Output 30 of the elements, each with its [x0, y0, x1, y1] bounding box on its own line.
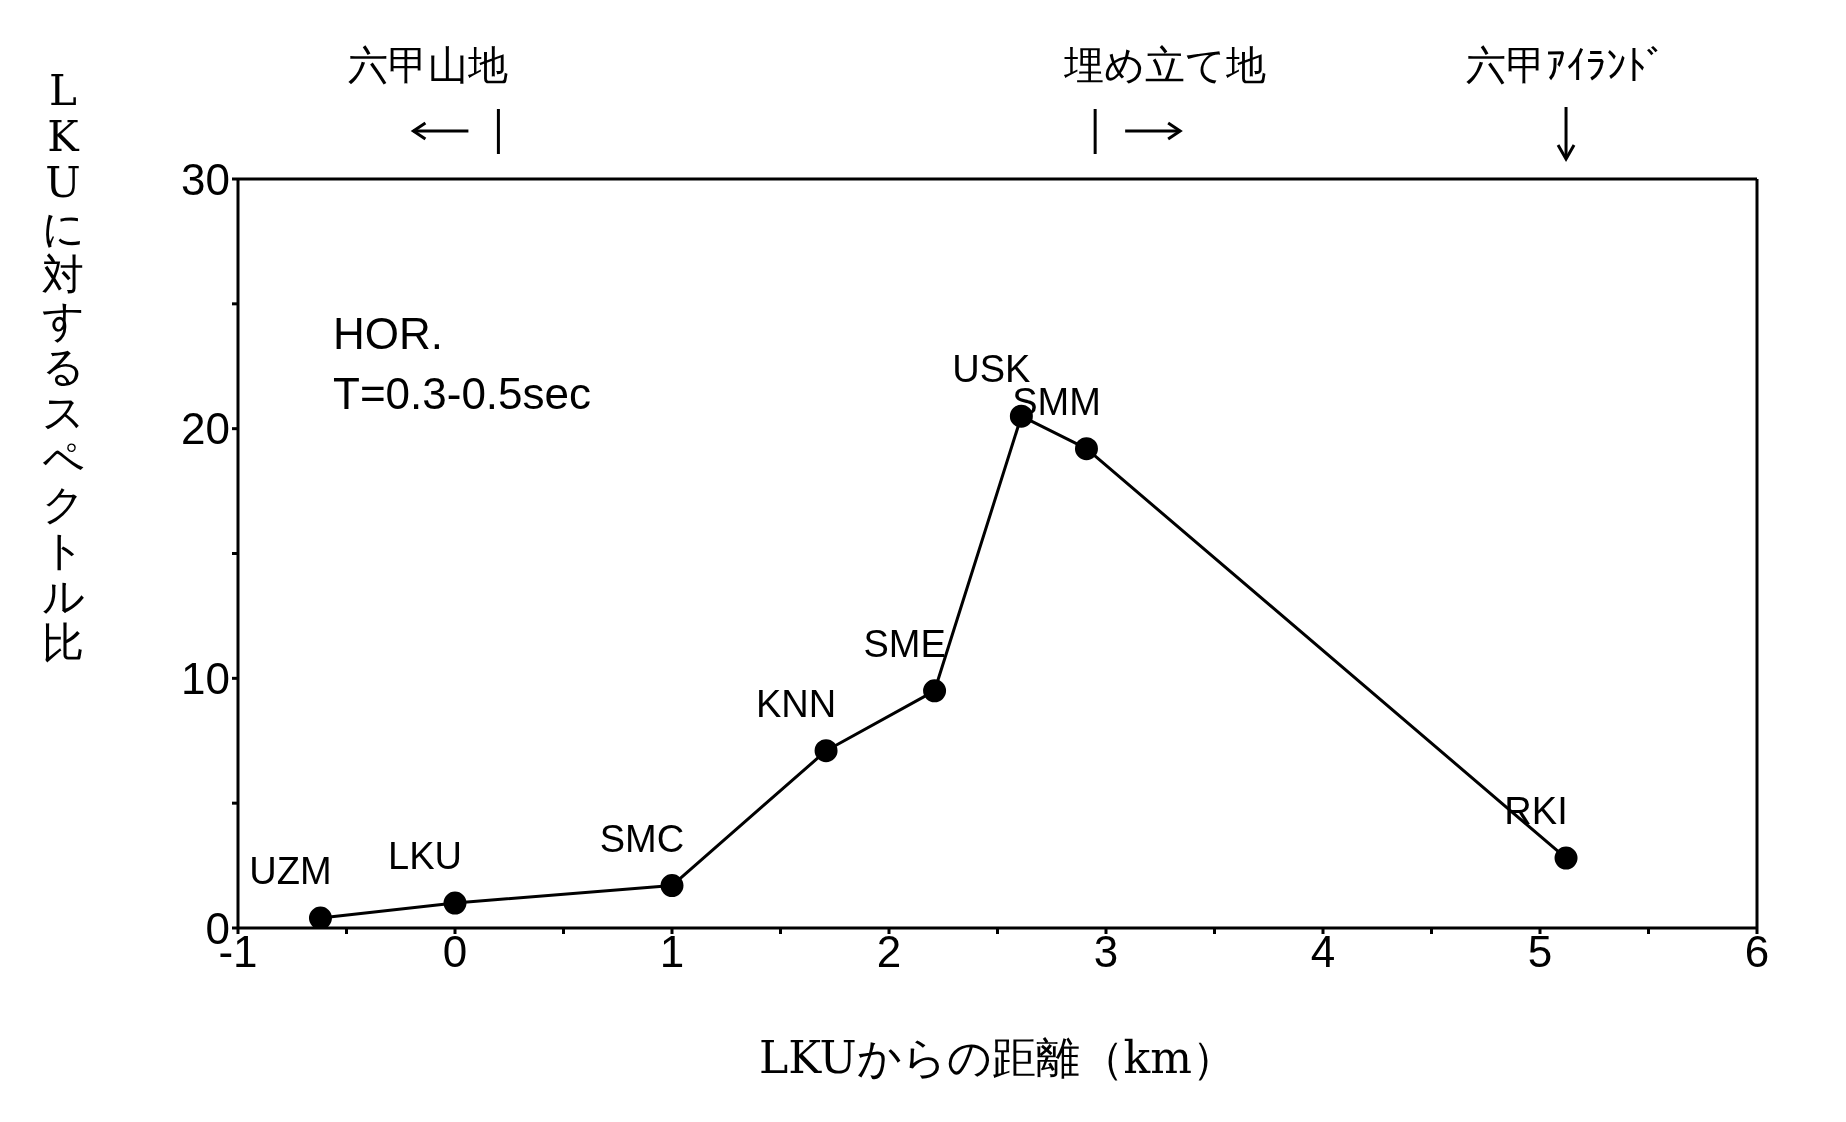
annotation: SMC	[599, 817, 685, 860]
x-tick-label: 0	[442, 927, 468, 977]
point	[308, 906, 332, 928]
point	[1074, 437, 1098, 461]
x-tick-label: 1	[659, 927, 685, 977]
y-tick-label: 30	[181, 154, 230, 204]
text: 六甲ｱｲﾗﾝﾄﾞ	[1466, 43, 1667, 87]
point	[923, 679, 947, 703]
annotation: LKU	[388, 835, 462, 878]
annotation: T=0.3-0.5sec	[333, 369, 592, 418]
annotation: SME	[863, 622, 946, 665]
y-tick-label: 10	[181, 653, 230, 703]
text: 埋め立て地	[1063, 43, 1267, 87]
x-tick-label: 4	[1310, 927, 1336, 977]
point	[660, 874, 684, 898]
point	[814, 739, 838, 763]
x-tick-label: 5	[1527, 927, 1553, 977]
text: 六甲山地	[348, 43, 509, 87]
x-tick-label: 6	[1744, 927, 1770, 977]
x-axis-title: LKUからの距離（km）	[759, 1032, 1236, 1083]
text: LKUに対するスペクトル比	[41, 66, 85, 667]
annotation: RKI	[1504, 790, 1568, 833]
point	[1554, 846, 1578, 870]
point	[443, 891, 467, 915]
annotation: UZM	[249, 850, 332, 893]
x-tick-label: 3	[1093, 927, 1119, 977]
y-tick-label: 20	[181, 404, 230, 454]
annotation: KNN	[755, 682, 837, 725]
x-tick-label: 2	[876, 927, 902, 977]
annotation: HOR.	[333, 309, 443, 358]
